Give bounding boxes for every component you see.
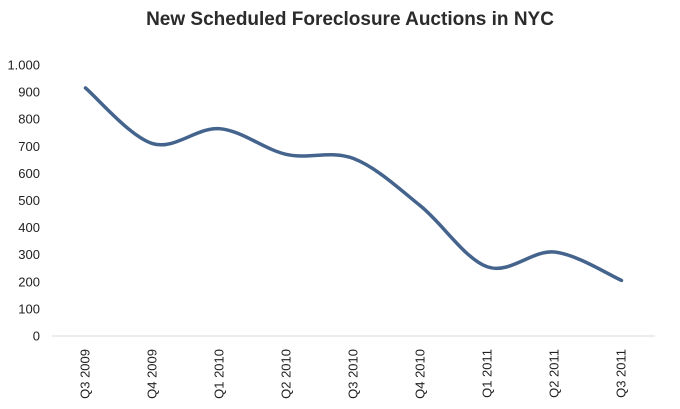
x-tick-label: Q3 2009	[78, 349, 93, 399]
data-point	[553, 250, 557, 254]
x-tick-label: Q2 2011	[547, 349, 562, 398]
y-tick-label: 1.000	[7, 58, 40, 73]
y-tick-label: 600	[18, 166, 40, 181]
y-tick-label: 700	[18, 139, 40, 154]
x-tick-label: Q4 2009	[145, 349, 160, 399]
x-tick-label: Q1 2010	[212, 349, 227, 399]
x-axis-tick-labels: Q3 2009 Q4 2009 Q1 2010 Q2 2010 Q3 2010 Q4 20…	[78, 349, 629, 399]
data-point	[285, 152, 289, 156]
x-tick-label: Q2 2010	[279, 349, 294, 399]
y-tick-label: 500	[18, 193, 40, 208]
x-tick-label: Q1 2011	[480, 349, 495, 398]
data-point	[620, 278, 624, 282]
y-axis-tick-labels: 0 100 200 300 400 500 600 700 800 900 1.000	[7, 58, 40, 344]
x-tick-label: Q4 2010	[413, 349, 428, 399]
x-tick-label: Q3 2010	[346, 349, 361, 399]
data-point	[352, 156, 356, 160]
y-tick-label: 800	[18, 112, 40, 127]
data-point	[419, 204, 423, 208]
data-point	[218, 127, 222, 131]
y-tick-label: 400	[18, 220, 40, 235]
y-tick-label: 200	[18, 274, 40, 289]
chart-title: New Scheduled Foreclosure Auctions in NY…	[146, 9, 554, 30]
y-tick-label: 0	[33, 329, 40, 344]
series-line	[83, 86, 624, 283]
y-tick-label: 300	[18, 247, 40, 262]
y-tick-label: 900	[18, 85, 40, 100]
data-point	[84, 86, 88, 90]
data-point	[151, 142, 155, 146]
series-group	[83, 86, 624, 283]
data-point	[486, 265, 490, 269]
y-tick-label: 100	[18, 301, 40, 316]
x-tick-label: Q3 2011	[614, 349, 629, 398]
